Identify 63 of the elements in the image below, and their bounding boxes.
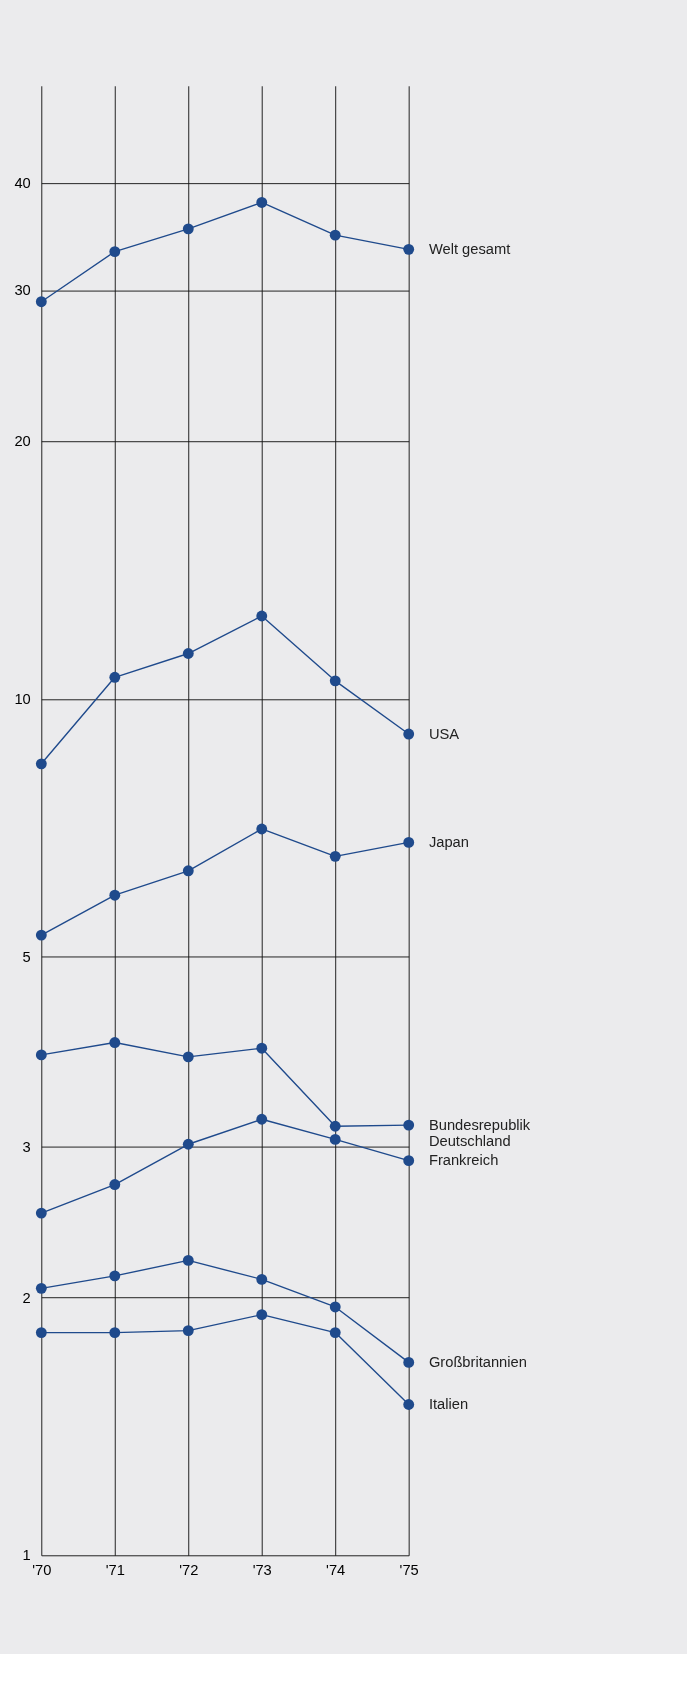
point: [35, 1207, 47, 1219]
point: [35, 1327, 47, 1339]
point: [35, 758, 47, 770]
point: [182, 865, 194, 877]
x-tick-label: '70: [32, 1562, 52, 1579]
point: [182, 648, 194, 659]
point: [403, 1155, 415, 1167]
point: [182, 1325, 194, 1336]
point: [109, 1270, 121, 1282]
x-tick-label: '75: [399, 1562, 419, 1579]
point: [182, 1254, 194, 1266]
point: [109, 1327, 121, 1339]
point: [403, 1356, 415, 1368]
x-tick-label: '73: [252, 1562, 272, 1579]
point: [256, 1309, 268, 1321]
point: [35, 929, 47, 941]
series-label: Frankreich: [428, 1152, 499, 1169]
series-label: Bundesrepublik Deutschland: [428, 1116, 531, 1150]
y-tick-label: 1: [22, 1547, 31, 1564]
point: [256, 1113, 268, 1125]
point: [329, 850, 341, 862]
y-tick-label: 5: [22, 948, 31, 965]
point: [256, 610, 268, 622]
point: [182, 1051, 194, 1063]
point: [109, 246, 121, 257]
y-tick-label: 20: [14, 433, 31, 450]
point: [329, 675, 341, 687]
x-tick-label: '71: [105, 1562, 125, 1579]
point: [256, 1273, 268, 1285]
series-label: Großbritannien: [428, 1353, 527, 1370]
point: [403, 836, 415, 848]
x-tick-label: '72: [179, 1562, 199, 1579]
point: [109, 1179, 121, 1190]
point: [403, 1399, 415, 1410]
y-tick-label: 30: [14, 282, 31, 299]
series-label: Italien: [428, 1396, 469, 1413]
point: [256, 823, 268, 835]
point: [403, 243, 415, 255]
y-tick-label: 2: [22, 1289, 31, 1306]
point: [329, 1133, 341, 1145]
point: [256, 197, 268, 208]
y-tick-label: 3: [22, 1138, 31, 1155]
point: [109, 671, 121, 683]
point: [182, 1138, 194, 1150]
x-tick-label: '74: [326, 1562, 346, 1579]
series-label: Welt gesamt: [428, 240, 511, 257]
y-tick-label: 40: [14, 175, 31, 192]
point: [329, 1301, 341, 1313]
point: [35, 296, 47, 308]
point: [329, 1327, 341, 1339]
point: [329, 229, 341, 241]
point: [109, 889, 121, 901]
point: [35, 1049, 47, 1061]
point: [256, 1042, 268, 1054]
point: [109, 1037, 121, 1048]
point: [403, 728, 415, 740]
y-tick-label: 10: [14, 691, 31, 708]
point: [403, 1119, 415, 1131]
point: [35, 1282, 47, 1294]
series-label: Japan: [428, 833, 469, 850]
point: [329, 1120, 341, 1132]
point: [182, 223, 194, 235]
series-label: USA: [428, 725, 460, 742]
